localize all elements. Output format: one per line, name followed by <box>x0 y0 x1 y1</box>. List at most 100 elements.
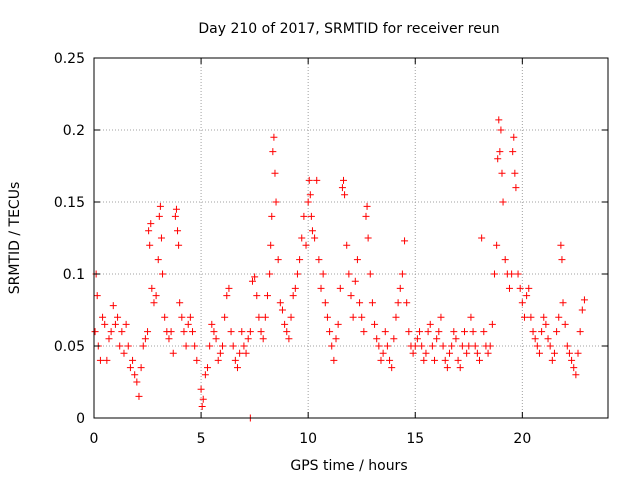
data-point <box>473 349 481 357</box>
data-point <box>338 184 346 192</box>
data-point <box>212 335 220 343</box>
data-point <box>349 313 357 321</box>
data-point <box>381 328 389 336</box>
data-point <box>233 364 241 372</box>
data-point <box>147 220 155 228</box>
data-point <box>323 313 331 321</box>
data-point <box>486 342 494 350</box>
data-point <box>558 256 566 264</box>
data-point <box>167 328 175 336</box>
data-point <box>124 342 132 350</box>
data-point <box>544 335 552 343</box>
data-point <box>377 356 385 364</box>
data-point <box>330 356 338 364</box>
data-point <box>157 234 165 242</box>
data-point <box>199 395 207 403</box>
data-point <box>159 270 167 278</box>
data-point <box>193 356 201 364</box>
data-point <box>371 320 379 328</box>
data-point <box>221 313 229 321</box>
data-point <box>242 349 250 357</box>
data-point <box>319 270 327 278</box>
data-point <box>219 342 226 350</box>
data-point <box>437 313 445 321</box>
data-point <box>463 349 471 357</box>
data-point <box>356 299 364 307</box>
data-point <box>396 284 404 292</box>
data-point <box>446 349 454 357</box>
data-point <box>271 169 279 177</box>
data-point <box>101 320 109 328</box>
grid-lines <box>94 58 608 418</box>
data-point <box>413 335 421 343</box>
data-point <box>523 292 531 300</box>
data-point <box>484 349 492 357</box>
tick-labels: 0 5 10 15 20 0 0.05 0.1 0.15 0.2 0.25 <box>54 51 531 447</box>
data-point <box>516 284 524 292</box>
data-point <box>450 328 458 336</box>
data-point <box>386 356 394 364</box>
data-point <box>392 313 400 321</box>
data-point <box>184 320 192 328</box>
data-point <box>546 342 554 350</box>
data-point <box>478 234 486 242</box>
data-point <box>494 155 502 163</box>
data-point <box>296 256 304 264</box>
data-point <box>236 349 244 357</box>
data-point <box>578 306 586 314</box>
data-point <box>208 320 216 328</box>
data-point <box>197 385 205 393</box>
data-point <box>505 284 513 292</box>
data-point <box>488 320 496 328</box>
data-point <box>210 328 218 336</box>
y-tick-label: 0 <box>76 411 85 427</box>
data-point <box>272 198 280 206</box>
data-point <box>508 270 516 278</box>
data-point <box>540 313 548 321</box>
data-point <box>548 356 556 364</box>
data-point <box>405 328 413 336</box>
data-point <box>498 169 506 177</box>
data-point <box>276 299 284 307</box>
data-point <box>340 176 348 184</box>
data-point <box>403 299 411 307</box>
data-point <box>373 335 381 343</box>
data-point <box>259 335 267 343</box>
data-point <box>145 227 153 235</box>
data-point <box>105 335 113 343</box>
data-point <box>300 212 308 220</box>
data-point <box>152 292 160 300</box>
data-point <box>435 328 443 336</box>
data-point <box>248 277 256 285</box>
data-point <box>305 176 313 184</box>
data-point <box>186 313 194 321</box>
data-point <box>456 364 464 372</box>
data-point <box>383 342 391 350</box>
data-point <box>137 364 145 372</box>
data-point <box>176 299 184 307</box>
data-point <box>240 342 248 350</box>
data-point <box>281 320 289 328</box>
data-point <box>269 148 277 156</box>
data-point <box>499 198 507 206</box>
data-point <box>345 270 353 278</box>
data-point <box>398 270 406 278</box>
data-point <box>362 212 370 220</box>
data-point <box>411 342 419 350</box>
data-point <box>135 392 143 400</box>
data-point <box>103 356 111 364</box>
data-point <box>424 328 432 336</box>
y-tick-label: 0.25 <box>54 51 85 67</box>
y-tick-label: 0.2 <box>63 123 85 139</box>
data-point <box>570 364 578 372</box>
data-point <box>231 356 239 364</box>
data-point <box>116 342 124 350</box>
x-tick-label: 15 <box>406 431 424 447</box>
data-point <box>165 335 173 343</box>
data-point <box>465 342 473 350</box>
data-point <box>343 241 351 249</box>
data-point <box>283 328 291 336</box>
data-point <box>133 378 141 386</box>
data-point <box>285 335 293 343</box>
data-point <box>490 270 498 278</box>
